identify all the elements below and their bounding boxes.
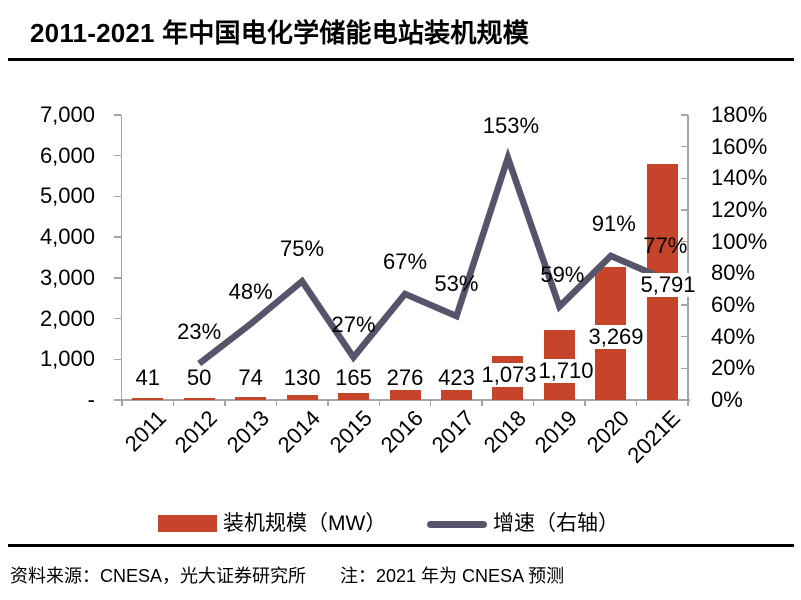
bar-2016 bbox=[389, 388, 421, 400]
y-axis-tick bbox=[114, 154, 121, 157]
y-axis-tick-label: 1,000 bbox=[39, 346, 95, 372]
right-axis-tick-label: 180% bbox=[711, 102, 768, 127]
bar-value-label: 276 bbox=[385, 365, 425, 390]
growth-value-label: 67% bbox=[382, 248, 428, 274]
bar-value-label: 165 bbox=[334, 365, 373, 390]
right-axis-tick-label: 0% bbox=[711, 387, 743, 412]
right-axis-tick-label: 40% bbox=[711, 323, 756, 349]
bar-value-label: 1,710 bbox=[537, 358, 595, 383]
right-axis-tick bbox=[681, 145, 688, 148]
source-text: 资料来源：CNESA，光大证券研究所 bbox=[10, 566, 307, 586]
source-note: 资料来源：CNESA，光大证券研究所 注：2021 年为 CNESA 预测 bbox=[10, 563, 564, 589]
bar-value-label: 423 bbox=[437, 365, 476, 390]
bar-value-label: 41 bbox=[134, 365, 161, 390]
x-axis-tick bbox=[584, 400, 586, 406]
y-axis-tick-label: 4,000 bbox=[39, 224, 95, 250]
bar-value-label: 1,073 bbox=[480, 362, 538, 387]
right-axis-tick-label: 120% bbox=[711, 197, 768, 222]
right-axis-tick-label: 60% bbox=[711, 292, 756, 317]
x-axis-tick bbox=[327, 400, 329, 406]
bar-2012 bbox=[183, 397, 215, 400]
x-axis-tick bbox=[121, 400, 123, 406]
legend-bar-swatch-icon bbox=[158, 515, 217, 532]
right-axis-tick-label: 160% bbox=[711, 133, 768, 159]
x-axis-tick bbox=[172, 400, 175, 406]
x-axis-tick bbox=[224, 400, 226, 406]
bar-2015 bbox=[338, 393, 370, 400]
right-axis-tick bbox=[681, 240, 688, 243]
right-axis-tick-label: 140% bbox=[711, 165, 768, 191]
bar-value-label: 5,791 bbox=[639, 272, 697, 297]
x-axis-tick bbox=[481, 400, 483, 406]
right-axis-tick bbox=[681, 209, 688, 211]
y-axis-tick bbox=[114, 236, 121, 238]
right-axis-tick-label: 20% bbox=[711, 355, 756, 381]
legend-line-swatch-icon bbox=[427, 521, 487, 528]
right-axis-tick bbox=[681, 335, 688, 338]
y-axis-line bbox=[120, 115, 122, 401]
y-axis-tick bbox=[114, 358, 121, 361]
growth-value-label: 59% bbox=[540, 261, 585, 287]
growth-value-label: 75% bbox=[280, 236, 325, 262]
right-axis-tick-label: 100% bbox=[711, 228, 768, 254]
bar-value-label: 74 bbox=[237, 365, 264, 390]
y-axis-tick bbox=[114, 317, 121, 320]
y-axis-tick-label: 2,000 bbox=[39, 305, 95, 331]
note-text: 注：2021 年为 CNESA 预测 bbox=[340, 566, 565, 586]
bar-2011 bbox=[132, 398, 164, 400]
growth-value-label: 53% bbox=[434, 271, 479, 297]
y-axis-tick-label: - bbox=[87, 387, 95, 412]
footer-rule bbox=[8, 544, 794, 547]
y-axis-tick bbox=[114, 399, 121, 401]
legend-line-label: 增速（右轴） bbox=[493, 512, 619, 535]
growth-value-label: 27% bbox=[331, 312, 376, 338]
x-axis-tick bbox=[378, 400, 381, 406]
y-axis-tick bbox=[114, 195, 121, 198]
x-axis-tick bbox=[687, 400, 689, 406]
bar-value-label: 130 bbox=[282, 365, 322, 390]
right-axis-tick bbox=[681, 114, 688, 116]
bar-2014 bbox=[286, 394, 318, 400]
x-axis-tick bbox=[532, 400, 535, 406]
x-axis-tick bbox=[275, 400, 278, 406]
bar-value-label: 50 bbox=[185, 365, 213, 390]
y-axis-tick-label: 3,000 bbox=[39, 264, 95, 290]
growth-line bbox=[197, 147, 664, 367]
right-axis-tick bbox=[681, 399, 688, 401]
growth-value-label: 23% bbox=[177, 318, 222, 344]
y-axis-tick-label: 5,000 bbox=[39, 183, 95, 209]
bar-2013 bbox=[235, 396, 267, 400]
chart-title: 2011-2021 年中国电化学储能电站装机规模 bbox=[30, 18, 529, 48]
y-axis-tick-label: 6,000 bbox=[39, 142, 95, 168]
right-axis-tick-label: 80% bbox=[711, 260, 756, 286]
y-axis-tick bbox=[114, 277, 121, 279]
growth-value-label: 77% bbox=[643, 233, 688, 259]
legend-bar-label: 装机规模（MW） bbox=[223, 512, 387, 535]
y-axis-tick-label: 7,000 bbox=[39, 102, 95, 127]
y-axis-tick bbox=[114, 114, 121, 116]
x-axis-tick bbox=[429, 400, 432, 406]
right-axis-tick bbox=[681, 367, 688, 370]
growth-value-label: 91% bbox=[591, 210, 636, 236]
x-axis-tick bbox=[635, 400, 638, 406]
bar-value-label: 3,269 bbox=[587, 324, 645, 349]
right-axis-line bbox=[687, 115, 689, 401]
right-axis-tick bbox=[681, 304, 688, 306]
growth-value-label: 153% bbox=[482, 112, 540, 138]
growth-value-label: 48% bbox=[228, 279, 273, 304]
right-axis-tick bbox=[681, 177, 688, 180]
title-rule bbox=[8, 58, 794, 61]
